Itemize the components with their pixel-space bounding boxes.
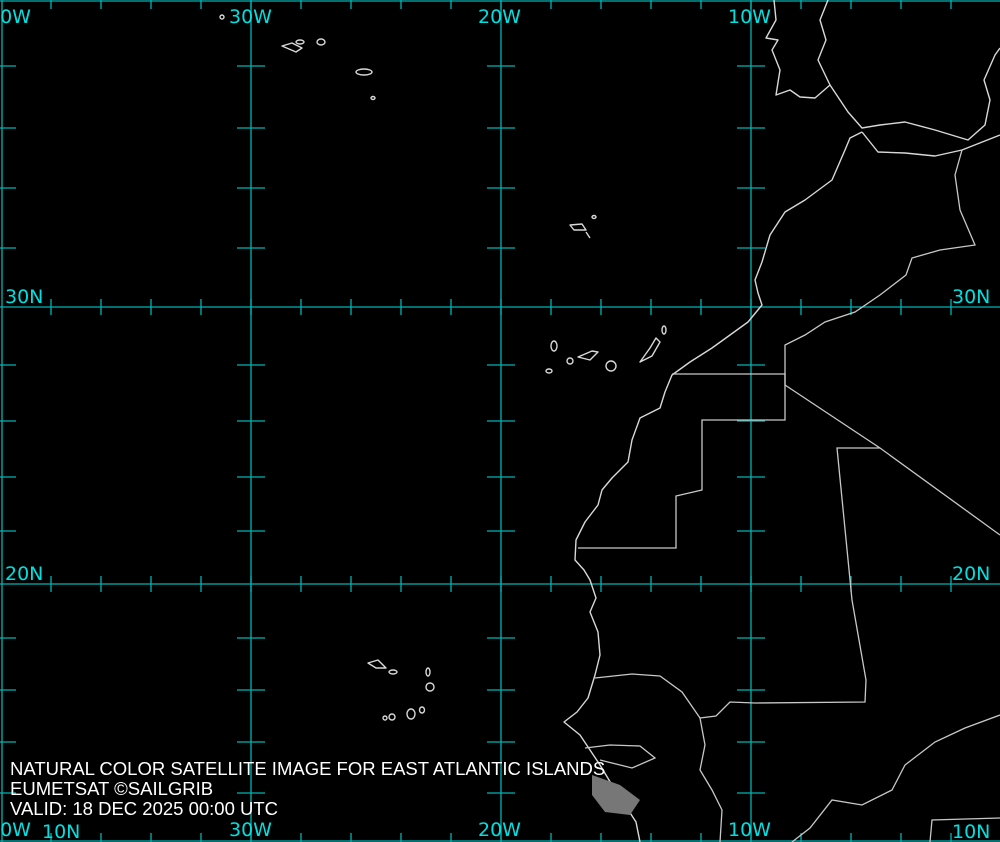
madeira-islands: [569, 214, 597, 239]
lat-label-20n-right: 20N: [952, 563, 991, 585]
mali-south-border: [791, 714, 1000, 842]
lon-label-10w-top: 10W: [728, 6, 771, 28]
morocco-algeria-border: [784, 149, 976, 385]
senegal-river-border: [594, 673, 723, 842]
caption-credit: EUMETSAT ©SAILGRIB: [10, 778, 214, 799]
africa-west-coast: [563, 131, 863, 842]
lat-label-30n-left: 30N: [5, 286, 44, 308]
guinea-bissau-coast: [592, 775, 640, 815]
north-africa-coast: [861, 131, 1000, 157]
lat-label-10n-left: 10N: [42, 821, 81, 842]
lon-label-30w-bottom: 30W: [229, 819, 272, 841]
lat-label-10n-right: 10N: [952, 821, 991, 842]
map-caption: NATURAL COLOR SATELLITE IMAGE FOR EAST A…: [10, 759, 605, 819]
azores-islands: [219, 14, 376, 101]
mauritania-mali-border: [699, 384, 1000, 719]
iberia-south-coast: [829, 47, 1000, 141]
caption-valid-time: VALID: 18 DEC 2025 00:00 UTC: [10, 798, 279, 819]
lon-label-10w-bottom: 10W: [728, 819, 771, 841]
gambia-border: [584, 744, 657, 769]
lon-label-20w-bottom: 20W: [478, 819, 521, 841]
lon-label-30w-top: 30W: [229, 6, 272, 28]
lon-label-20w-top: 20W: [478, 6, 521, 28]
lat-label-30n-right: 30N: [952, 286, 991, 308]
cape-verde-islands: [367, 659, 435, 721]
ivory-coast-border: [929, 817, 1000, 842]
canary-islands: [545, 325, 667, 374]
western-sahara-border: [578, 373, 786, 549]
caption-title: NATURAL COLOR SATELLITE IMAGE FOR EAST A…: [10, 758, 606, 779]
lon-label-40w-bottom: 40W: [0, 819, 31, 841]
lat-label-20n-left: 20N: [5, 563, 44, 585]
iberia-coast: [765, 0, 831, 99]
lon-label-40w-top: 40W: [0, 6, 31, 28]
